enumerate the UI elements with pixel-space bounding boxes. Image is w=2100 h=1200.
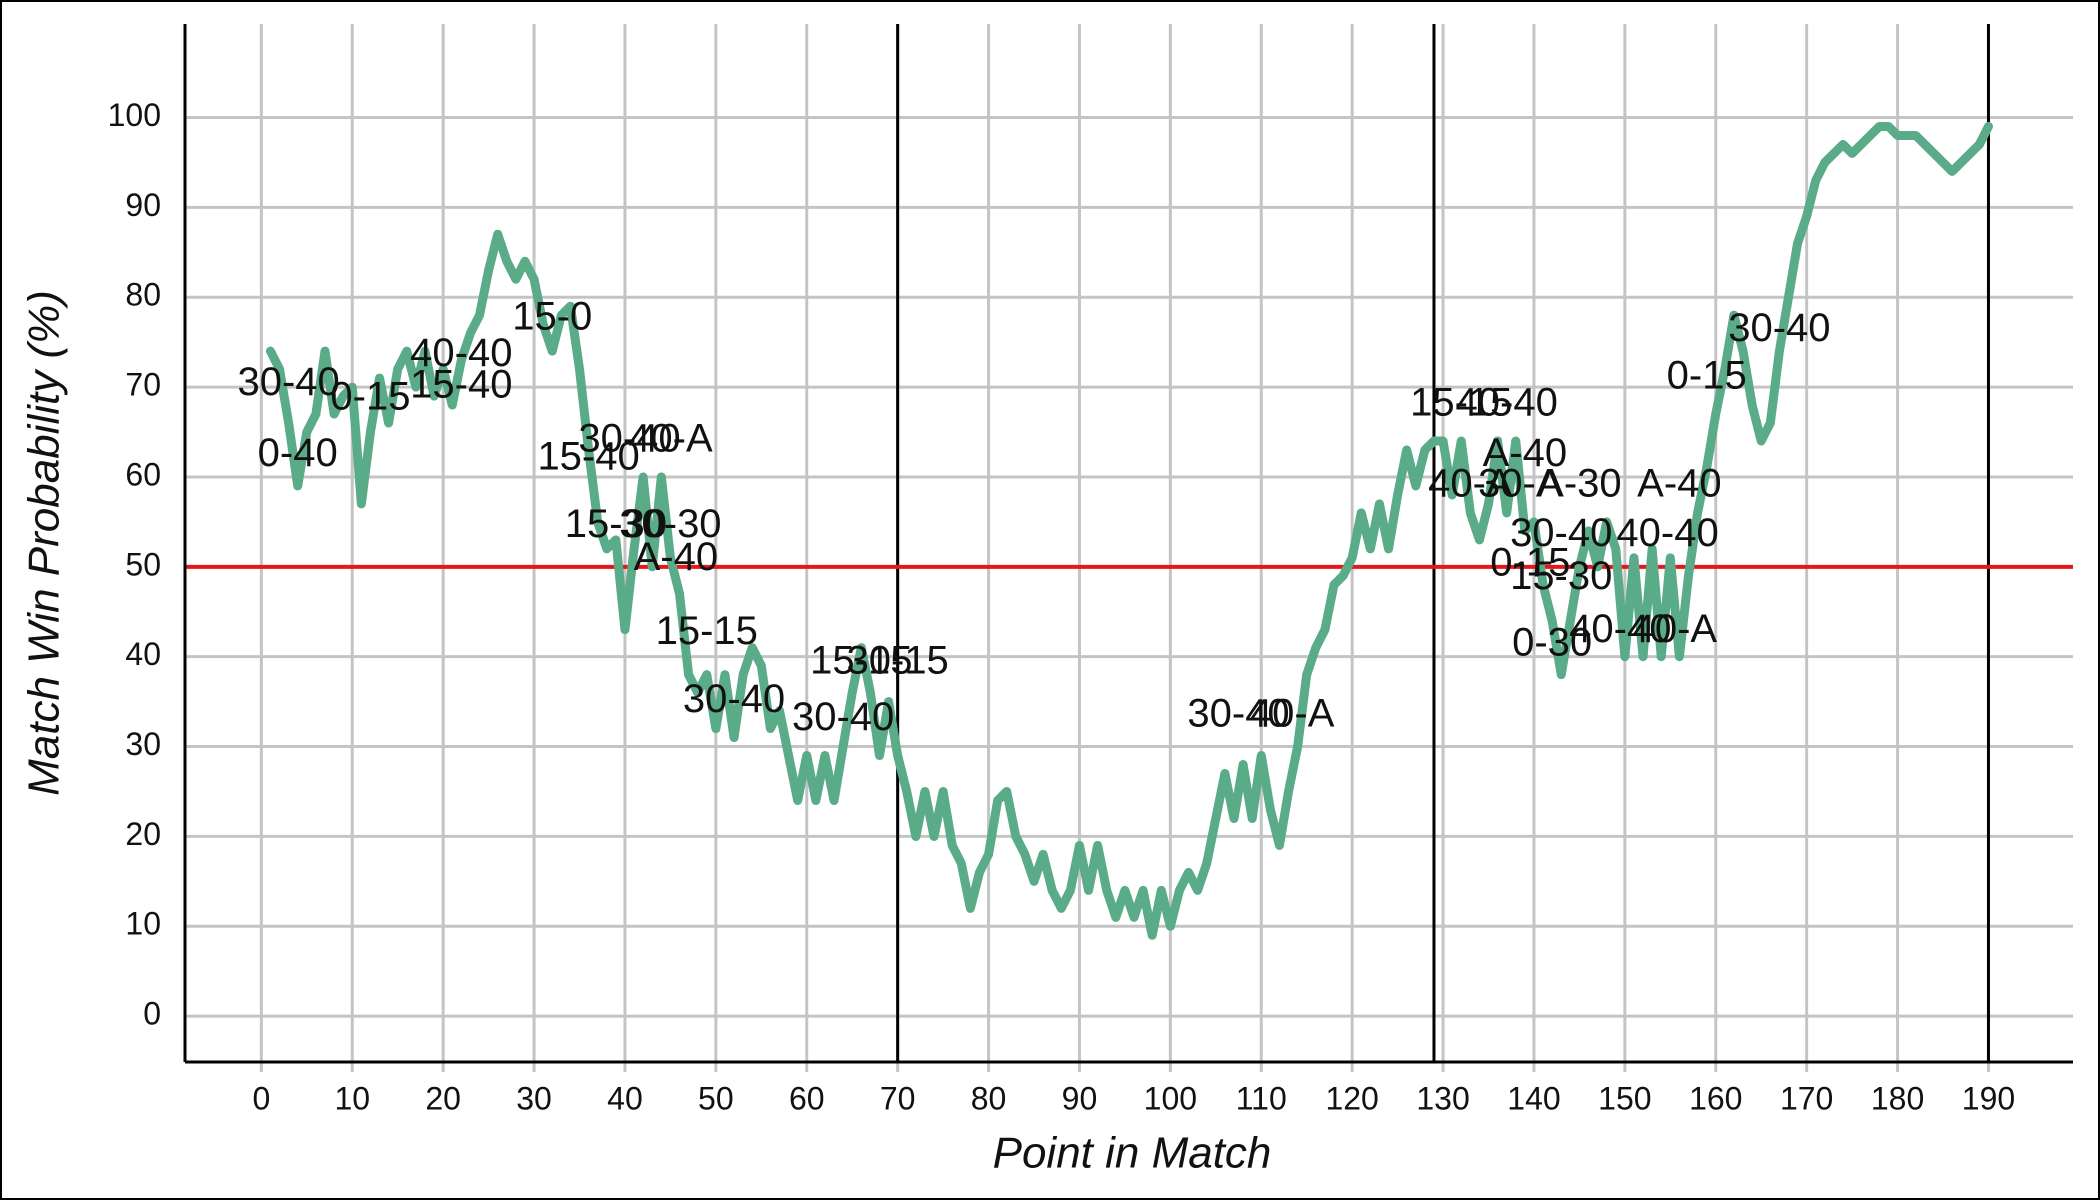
y-tick-label: 40 (125, 636, 161, 672)
x-tick-label: 180 (1871, 1080, 1924, 1116)
y-tick-label: 10 (125, 906, 161, 942)
x-tick-label: 150 (1598, 1080, 1651, 1116)
y-tick-label: 0 (143, 996, 161, 1032)
score-annotation: A-40 (1637, 461, 1722, 505)
score-annotation: 40-A (1250, 692, 1335, 736)
score-annotation: 30-40 (1728, 306, 1830, 350)
score-annotation: 15-40 (410, 363, 512, 407)
score-annotation: 40-A (1633, 607, 1718, 651)
score-annotation: 30-40 (1187, 692, 1289, 736)
axes: 0 10 20 30 40 50 60 70 80 90 100 110 120 130 140 150 160… (108, 24, 2073, 1116)
score-annotation: 15-30 (565, 502, 667, 546)
score-annotation: 40-40 (1616, 511, 1718, 555)
score-annotation: A-30 (1537, 461, 1622, 505)
reference-lines (185, 24, 2073, 1062)
x-tick-label: 90 (1062, 1080, 1098, 1116)
score-annotation: 15-0 (512, 294, 592, 338)
score-annotation: 30-15 (847, 639, 949, 683)
score-annotation: 40-A (628, 417, 713, 461)
score-annotation: 40-40 (1456, 381, 1558, 425)
score-annotation: 30-30 (619, 502, 721, 546)
score-annotation: 15-30 (1510, 554, 1612, 598)
plot (265, 121, 1993, 940)
score-annotation: 0-40 (258, 431, 338, 475)
score-annotation: 30-40 (683, 677, 785, 721)
y-tick-label: 90 (125, 187, 161, 223)
x-axis-title: Point in Match (993, 1129, 1272, 1178)
series-line (265, 121, 1993, 940)
x-tick-label: 60 (789, 1080, 825, 1116)
x-tick-label: 120 (1325, 1080, 1378, 1116)
score-annotation: 0-30 (1512, 621, 1592, 665)
x-tick-label: 170 (1780, 1080, 1833, 1116)
y-tick-label: 60 (125, 456, 161, 492)
score-annotation: 0-15 (330, 374, 410, 418)
x-tick-label: 190 (1962, 1080, 2015, 1116)
y-tick-label: 20 (125, 816, 161, 852)
x-tick-label: 0 (252, 1080, 270, 1116)
x-tick-label: 130 (1416, 1080, 1469, 1116)
score-annotation: 15-15 (810, 639, 912, 683)
score-annotation: A-40 (1483, 431, 1568, 475)
x-tick-label: 10 (334, 1080, 370, 1116)
y-tick-label: 50 (125, 546, 161, 582)
annotations: 30-400-400-15 15-4040-4015-015-4030-4040-… (237, 294, 1830, 739)
x-tick-label: 100 (1144, 1080, 1197, 1116)
score-annotation: 40-A (1428, 461, 1513, 505)
score-annotation: 0-15 (1667, 354, 1747, 398)
score-annotation: 40-40 (410, 331, 512, 375)
score-annotation: 0-15 (1490, 541, 1570, 585)
score-annotation: 15-15 (1410, 381, 1512, 425)
y-tick-label: 70 (125, 367, 161, 403)
x-tick-label: 80 (971, 1080, 1007, 1116)
x-tick-label: 140 (1507, 1080, 1560, 1116)
x-tick-label: 50 (698, 1080, 734, 1116)
score-annotation: 30-A (1478, 461, 1563, 505)
score-annotation: 30-40 (578, 417, 680, 461)
y-axis-title: Match Win Probability (%) (20, 290, 69, 796)
score-annotation: 15-15 (656, 609, 758, 653)
score-annotation: 15-40 (537, 435, 639, 479)
score-annotation: 30-40 (792, 695, 894, 739)
x-tick-label: 70 (880, 1080, 916, 1116)
score-annotation: A-40 (634, 535, 719, 579)
score-annotation: 30-40 (237, 360, 339, 404)
x-tick-label: 30 (516, 1080, 552, 1116)
score-annotation: 30-40 (1510, 511, 1612, 555)
score-annotation: 40-40 (1569, 607, 1671, 651)
y-tick-label: 30 (125, 726, 161, 762)
x-tick-label: 20 (425, 1080, 461, 1116)
x-tick-label: 110 (1236, 1080, 1287, 1116)
x-tick-label: 40 (607, 1080, 643, 1116)
y-tick-label: 80 (125, 277, 161, 313)
x-tick-label: 160 (1689, 1080, 1742, 1116)
y-tick-label: 100 (108, 97, 161, 133)
